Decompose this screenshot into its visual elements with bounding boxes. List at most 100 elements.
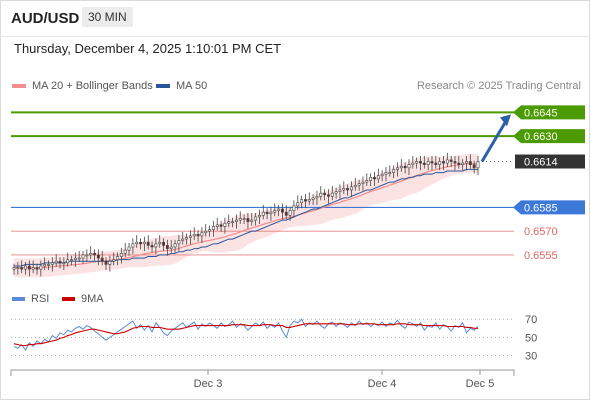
candle: [43, 257, 47, 270]
candle-body: [70, 259, 73, 261]
candle: [73, 252, 77, 267]
candle-body: [77, 257, 81, 260]
candle-body: [319, 192, 323, 197]
candle-body: [388, 172, 392, 174]
candle: [177, 235, 181, 251]
candle-body: [373, 177, 376, 180]
candle-body: [231, 221, 235, 223]
candle: [62, 257, 66, 270]
candle: [330, 186, 334, 201]
candle: [346, 184, 350, 196]
ma20-label: MA 20 + Bollinger Bands: [32, 80, 153, 92]
candle-body: [330, 192, 334, 197]
candle: [200, 227, 204, 244]
candle-body: [196, 234, 200, 237]
candle-body: [66, 259, 70, 264]
candle: [169, 239, 173, 253]
candle: [376, 168, 380, 183]
candle: [150, 241, 154, 253]
candle: [438, 157, 442, 171]
candle-body: [96, 254, 100, 259]
candle: [442, 155, 445, 171]
candle-body: [407, 164, 411, 169]
candle-body: [142, 241, 146, 245]
candle-body: [123, 249, 127, 254]
rsi-label: RSI: [31, 293, 50, 305]
x-tick-label: Dec 3: [194, 378, 223, 390]
candle-body: [238, 218, 242, 221]
rsi-tick-label: 30: [525, 350, 537, 362]
candle-body: [403, 165, 407, 169]
candle: [315, 190, 319, 206]
candle-body: [192, 234, 196, 237]
candle-body: [376, 175, 380, 180]
candle-body: [442, 161, 445, 164]
candle-body: [150, 245, 154, 248]
candle-body: [334, 191, 338, 194]
candle-body: [307, 199, 311, 202]
candle: [365, 173, 369, 187]
candle: [307, 192, 311, 206]
timeframe-button[interactable]: 30 MIN: [82, 7, 133, 27]
candle: [334, 187, 338, 199]
ma50-label: MA 50: [176, 80, 208, 92]
candle: [468, 154, 472, 169]
candle-body: [396, 167, 399, 170]
candle-body: [342, 188, 346, 191]
candle-body: [327, 194, 330, 197]
candle: [238, 211, 242, 225]
price-levels: 0.6645 0.6630 0.6614 0.6585 0.6570 0.6555: [11, 105, 585, 262]
candle: [422, 155, 426, 169]
x-tick-label: Dec 4: [368, 378, 397, 390]
candle-body: [169, 246, 173, 249]
candle-body: [24, 265, 27, 270]
candle-body: [472, 164, 476, 169]
candle-body: [315, 196, 319, 199]
candle: [384, 167, 388, 182]
candle-body: [173, 243, 177, 248]
candle: [311, 193, 315, 206]
candle: [407, 159, 411, 175]
candle: [257, 209, 261, 225]
candle-body: [116, 256, 119, 260]
candle: [100, 250, 104, 266]
candle-body: [365, 180, 369, 183]
candle-body: [188, 235, 192, 238]
candle: [342, 181, 346, 194]
candle: [208, 225, 212, 237]
candle: [165, 239, 169, 256]
candle: [415, 157, 419, 169]
candle-body: [227, 221, 231, 224]
candle: [399, 159, 403, 172]
candle-body: [449, 159, 453, 162]
candle: [288, 206, 292, 221]
candle-body: [131, 243, 135, 248]
candle-body: [338, 189, 342, 192]
ma9-swatch: [62, 297, 75, 301]
credit-text: Research © 2025 Trading Central: [416, 80, 581, 92]
candle-body: [12, 267, 16, 270]
candle: [215, 217, 219, 231]
candle: [284, 205, 288, 220]
candle: [457, 155, 461, 169]
candle-body: [445, 159, 449, 164]
candle-body: [369, 177, 373, 181]
candle-body: [62, 262, 66, 265]
candle: [185, 233, 189, 245]
candle: [116, 252, 119, 266]
candle-body: [162, 241, 165, 246]
candle: [96, 249, 100, 266]
candle-body: [296, 202, 300, 207]
ma50-line: [14, 168, 478, 267]
candle-body: [434, 162, 438, 165]
candle-body: [273, 210, 277, 213]
candle-body: [426, 161, 430, 165]
candle-body: [380, 173, 384, 177]
candle: [303, 193, 307, 209]
ma9-label: 9MA: [81, 293, 104, 305]
candle: [369, 173, 373, 187]
candle-body: [93, 253, 96, 256]
candle-body: [154, 243, 158, 248]
timestamp: Thursday, December 4, 2025 1:10:01 PM CE…: [14, 41, 282, 56]
candle: [261, 205, 265, 220]
